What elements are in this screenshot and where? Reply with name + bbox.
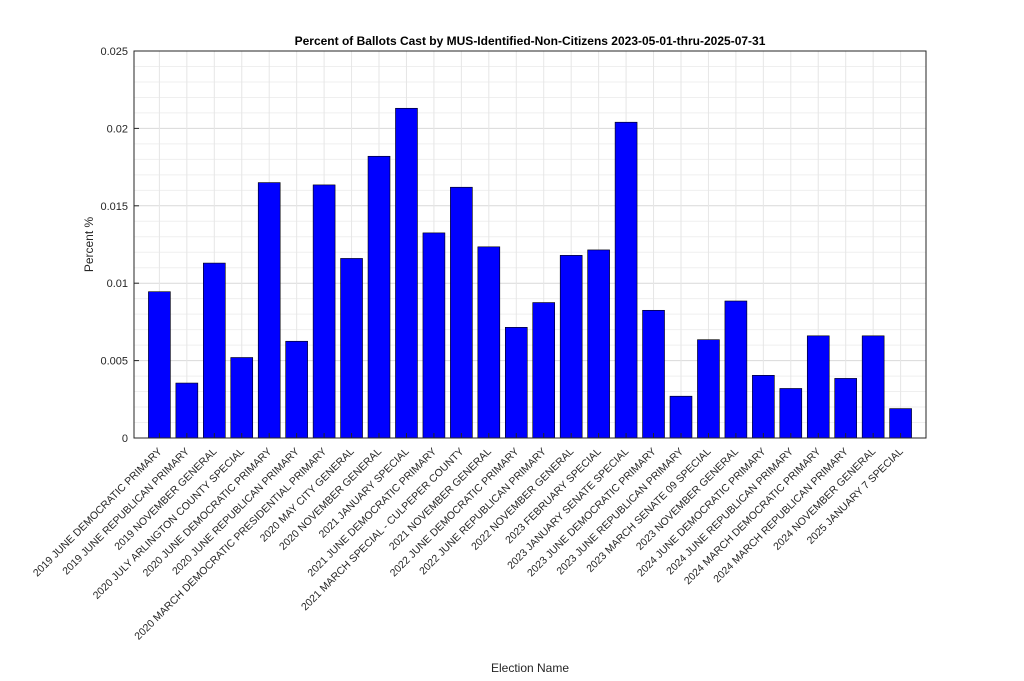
bar (614, 121, 638, 439)
y-tick-label: 0.005 (100, 356, 128, 368)
bar (285, 340, 308, 439)
y-tick-label: 0.015 (100, 201, 128, 213)
bar (806, 335, 830, 439)
bar (312, 184, 336, 439)
y-tick-label: 0 (122, 433, 128, 445)
y-axis-label: Percent % (82, 216, 96, 272)
bar (340, 258, 363, 439)
bar (834, 378, 857, 439)
y-tick-label: 0.025 (100, 46, 128, 58)
bar (752, 375, 775, 439)
bar (395, 107, 418, 439)
bar (697, 339, 720, 439)
y-axis-ticks: 0 0.005 0.01 0.015 0.02 0.025 (100, 46, 139, 445)
bar (724, 300, 748, 439)
y-tick-label: 0.01 (107, 278, 128, 290)
bar (642, 309, 665, 439)
bar (203, 262, 226, 439)
bar (532, 302, 556, 439)
bar (367, 155, 391, 439)
bar (587, 249, 610, 439)
y-tick-label: 0.02 (107, 123, 128, 135)
bar (669, 395, 693, 439)
chart-title: Percent of Ballots Cast by MUS-Identifie… (295, 34, 766, 48)
bar (450, 186, 473, 439)
bar (779, 388, 803, 439)
bar (148, 291, 171, 439)
bar (257, 182, 281, 439)
bar (422, 232, 446, 439)
bar (559, 255, 583, 439)
bar (861, 335, 885, 439)
bar (230, 357, 254, 439)
bar (477, 246, 501, 439)
bar (504, 327, 528, 439)
plot-frame (133, 50, 927, 439)
bar (175, 382, 199, 439)
bars (148, 107, 912, 439)
x-axis-label: Election Name (491, 661, 569, 675)
